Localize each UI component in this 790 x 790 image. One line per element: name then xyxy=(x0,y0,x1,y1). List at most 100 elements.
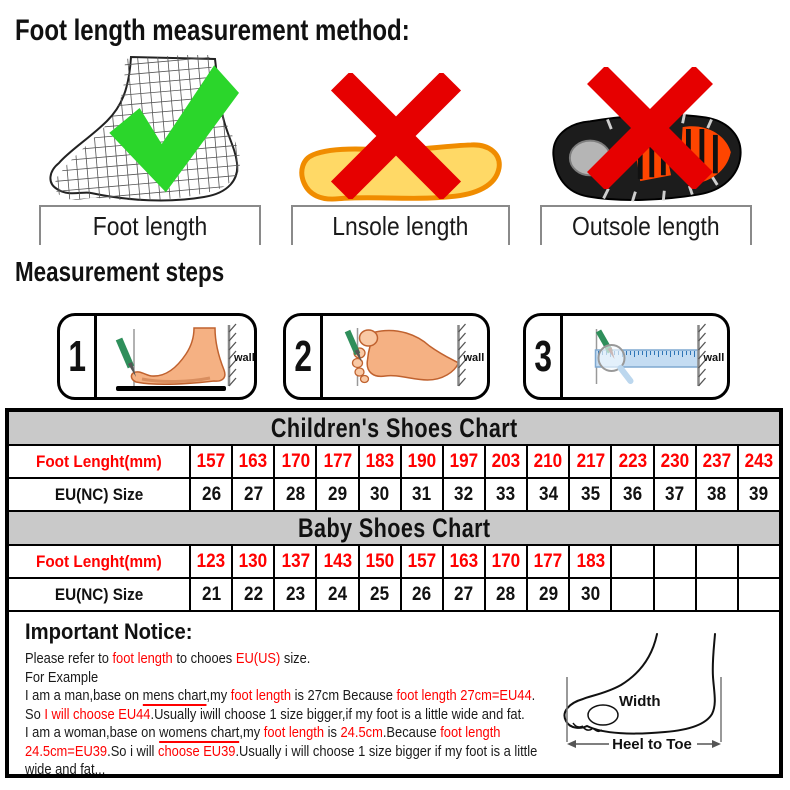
insole-image xyxy=(291,55,510,205)
table-cell: 38 xyxy=(694,479,737,510)
method-label-insole-length: Lnsole length xyxy=(291,205,510,245)
table-cell: 157 xyxy=(399,546,442,577)
table-cell: 143 xyxy=(315,546,357,577)
table-cell: 39 xyxy=(736,479,779,510)
table-cell: 170 xyxy=(273,446,315,477)
foot-outline-diagram: Width Heel to Toe xyxy=(563,633,722,753)
step1-foot-side-illustration: wall xyxy=(115,323,254,391)
table-cell: 137 xyxy=(273,546,315,577)
table-cell: 243 xyxy=(736,446,779,477)
step-number: 2 xyxy=(286,316,323,397)
table-cell: 26 xyxy=(399,579,442,610)
table-cell: 27 xyxy=(231,479,273,510)
table-cell xyxy=(652,579,695,610)
table-cell xyxy=(694,546,737,577)
table-cell: 177 xyxy=(315,446,357,477)
table-cell: 26 xyxy=(189,479,231,510)
notice-line: I am a man,base on mens chart,my foot le… xyxy=(25,687,536,706)
page-title: Foot length measurement method: xyxy=(15,14,410,47)
table-cell: 183 xyxy=(568,546,610,577)
chart-title: Children's Shoes Chart xyxy=(9,412,779,446)
table-cell: 163 xyxy=(231,446,273,477)
table-cell: 28 xyxy=(273,479,315,510)
notice-title: Important Notice: xyxy=(25,619,193,644)
table-cell: 32 xyxy=(441,479,484,510)
table-cell xyxy=(610,546,652,577)
chart-row: EU(NC) Size 26 27 28 29 30 31 32 33 34 35 36 37 38 39 xyxy=(9,479,779,512)
step2-foot-top-illustration: wall xyxy=(344,323,484,387)
table-cell: 163 xyxy=(441,546,484,577)
notice-line: For Example xyxy=(25,668,99,686)
table-cell xyxy=(652,546,695,577)
wall-label: wall xyxy=(703,352,725,364)
red-x-icon xyxy=(330,73,462,199)
table-cell: 197 xyxy=(441,446,484,477)
measurement-step-1: 1 wall xyxy=(57,313,257,400)
table-cell: 183 xyxy=(357,446,400,477)
wall-label: wall xyxy=(233,352,254,364)
table-cell: 28 xyxy=(483,579,526,610)
notice-line: wide and fat... xyxy=(25,761,106,778)
table-cell: 21 xyxy=(189,579,231,610)
table-cell: 33 xyxy=(483,479,526,510)
row-label: Foot Lenght(mm) xyxy=(36,551,162,571)
red-x-icon xyxy=(587,67,713,189)
foot-wireframe-image xyxy=(39,55,261,205)
table-cell: 210 xyxy=(526,446,568,477)
table-cell: 123 xyxy=(189,546,231,577)
row-label: EU(NC) Size xyxy=(54,484,144,504)
table-cell: 34 xyxy=(526,479,568,510)
chart-row: Foot Lenght(mm) 123 130 137 143 150 157 163 170 1… xyxy=(9,546,779,579)
size-chart-box: Children's Shoes Chart Foot Lenght(mm) 157… xyxy=(5,408,783,778)
table-cell: 230 xyxy=(652,446,695,477)
table-cell: 30 xyxy=(568,579,610,610)
width-label: Width xyxy=(619,693,661,710)
table-cell: 223 xyxy=(610,446,652,477)
step3-ruler-illustration: wall xyxy=(594,323,725,387)
table-cell: 203 xyxy=(483,446,526,477)
notice-line: 24.5cm=EU39.So i will choose EU39.Usuall… xyxy=(25,742,538,760)
table-cell: 37 xyxy=(652,479,695,510)
row-label: Foot Lenght(mm) xyxy=(36,451,162,471)
table-cell xyxy=(610,579,652,610)
method-label-foot-length: Foot length xyxy=(39,205,261,245)
method-item-insole-length: Lnsole length xyxy=(291,55,510,245)
notice-line: Please refer to foot length to chooes EU… xyxy=(25,650,311,667)
method-label-outsole-length: Outsole length xyxy=(540,205,752,245)
table-cell: 27 xyxy=(441,579,484,610)
table-cell: 29 xyxy=(526,579,568,610)
table-cell: 22 xyxy=(231,579,273,610)
table-cell: 157 xyxy=(189,446,231,477)
notice-line: I am a woman,base on womens chart,my foo… xyxy=(25,724,501,743)
outsole-image xyxy=(540,55,752,205)
method-item-outsole-length: Outsole length xyxy=(540,55,752,245)
chart-row: EU(NC) Size 21 22 23 24 25 26 27 28 29 30 xyxy=(9,579,779,612)
table-cell: 25 xyxy=(357,579,400,610)
table-cell xyxy=(736,579,779,610)
table-cell: 36 xyxy=(610,479,652,510)
heel-to-toe-label: Heel to Toe xyxy=(612,736,692,753)
important-notice-section: Important Notice: Please refer to foot l… xyxy=(9,612,779,778)
table-cell: 31 xyxy=(399,479,442,510)
chart-row: Foot Lenght(mm) 157 163 170 177 183 190 197 203 2… xyxy=(9,446,779,479)
table-cell: 35 xyxy=(568,479,610,510)
table-cell: 23 xyxy=(273,579,315,610)
size-charts: Children's Shoes Chart Foot Lenght(mm) 157… xyxy=(9,412,779,612)
step-number: 1 xyxy=(60,316,97,397)
method-item-foot-length: Foot length xyxy=(39,55,261,245)
table-cell: 29 xyxy=(315,479,357,510)
notice-line: So I will choose EU44.Usually iwill choo… xyxy=(25,705,525,723)
table-cell: 217 xyxy=(568,446,610,477)
measurement-step-2: 2 wall xyxy=(283,313,490,400)
step-number: 3 xyxy=(526,316,563,397)
row-label: EU(NC) Size xyxy=(54,584,144,604)
table-cell: 237 xyxy=(694,446,737,477)
table-cell: 150 xyxy=(357,546,400,577)
table-cell: 170 xyxy=(483,546,526,577)
measurement-step-3: 3 wall xyxy=(523,313,730,400)
table-cell xyxy=(736,546,779,577)
table-cell: 190 xyxy=(399,446,442,477)
green-check-icon xyxy=(109,65,239,193)
notice-text: Please refer to foot length to chooes EU… xyxy=(25,650,763,780)
